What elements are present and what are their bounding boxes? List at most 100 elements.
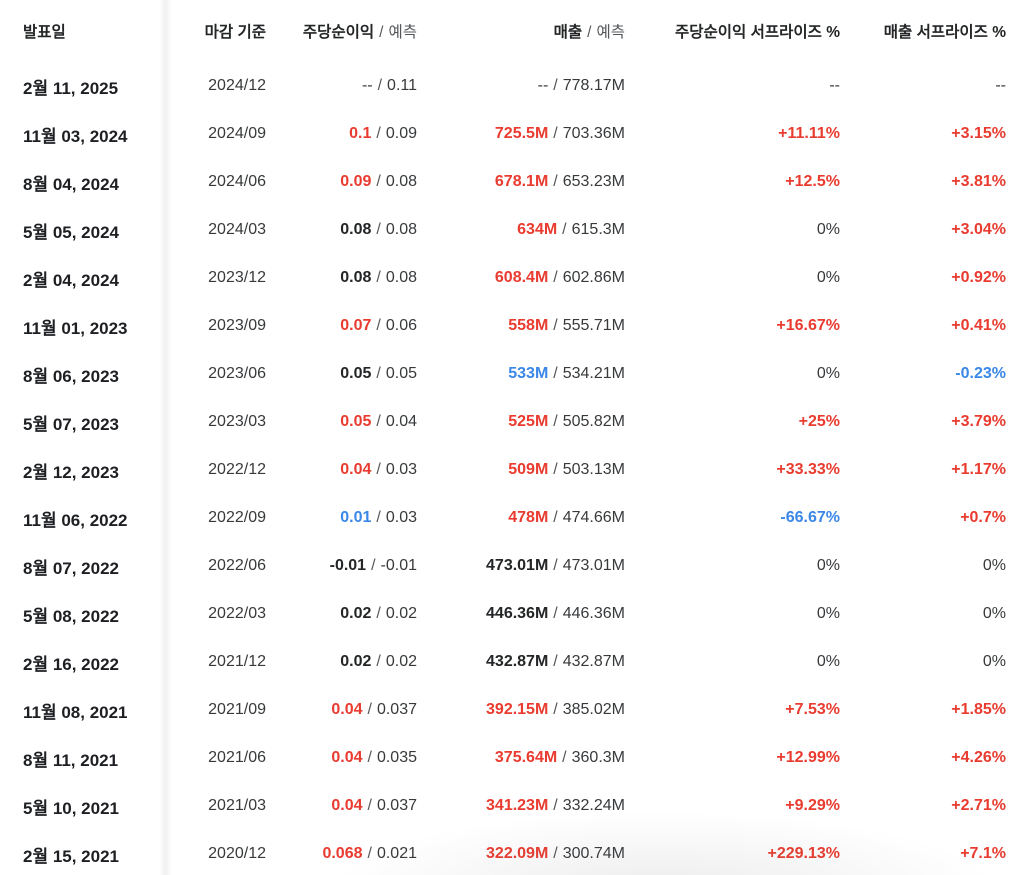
eps-surprise-cell: +7.53% — [625, 701, 840, 719]
table-row[interactable]: 5월 08, 2022 2022/03 0.02/0.02 446.36M/44… — [0, 590, 1024, 638]
table-row[interactable]: 8월 11, 2021 2021/06 0.04/0.035 375.64M/3… — [0, 734, 1024, 782]
announce-date: 8월 11, 2021 — [23, 750, 119, 770]
eps-surprise-cell: +16.67% — [625, 317, 840, 335]
revenue-forecast: 446.36M — [562, 605, 625, 622]
separator: / — [553, 557, 558, 574]
revenue-surprise-value: +4.26% — [951, 749, 1006, 766]
table-row[interactable]: 8월 04, 2024 2024/06 0.09/0.08 678.1M/653… — [0, 158, 1024, 206]
revenue-surprise-value: 0% — [982, 605, 1006, 622]
revenue-surprise-cell: 0% — [840, 653, 1024, 671]
eps-surprise-value: +229.13% — [767, 845, 840, 862]
revenue-vs-forecast-cell: 525M/505.82M — [417, 413, 625, 431]
revenue-actual: 478M — [508, 509, 549, 526]
period-end: 2023/12 — [208, 269, 266, 286]
table-row[interactable]: 5월 07, 2023 2023/03 0.05/0.04 525M/505.8… — [0, 398, 1024, 446]
revenue-surprise-value: +1.17% — [951, 461, 1006, 478]
revenue-surprise-value: +0.41% — [951, 317, 1006, 334]
table-row[interactable]: 2월 12, 2023 2022/12 0.04/0.03 509M/503.1… — [0, 446, 1024, 494]
table-row[interactable]: 5월 10, 2021 2021/03 0.04/0.037 341.23M/3… — [0, 782, 1024, 830]
eps-surprise-cell: +9.29% — [625, 797, 840, 815]
eps-surprise-cell: 0% — [625, 605, 840, 623]
revenue-forecast: 505.82M — [562, 413, 625, 430]
separator: / — [376, 461, 381, 478]
col-header-eps-vs-forecast: 주당순이익 / 예측 — [266, 20, 417, 42]
eps-surprise-cell: +11.11% — [625, 125, 840, 143]
revenue-vs-forecast-cell: 432.87M/432.87M — [417, 653, 625, 671]
separator: / — [376, 317, 381, 334]
separator: / — [553, 653, 558, 670]
revenue-surprise-value: +3.04% — [951, 221, 1006, 238]
announce-date: 5월 05, 2024 — [23, 222, 119, 242]
separator: / — [553, 701, 558, 718]
revenue-forecast: 615.3M — [571, 221, 625, 238]
period-end: 2024/03 — [208, 221, 266, 238]
announce-date: 11월 08, 2021 — [23, 702, 128, 722]
revenue-forecast: 300.74M — [562, 845, 625, 862]
eps-actual: 0.04 — [331, 701, 363, 718]
revenue-forecast: 653.23M — [562, 173, 625, 190]
separator: / — [376, 221, 381, 238]
table-row[interactable]: 2월 04, 2024 2023/12 0.08/0.08 608.4M/602… — [0, 254, 1024, 302]
table-row[interactable]: 2월 15, 2021 2020/12 0.068/0.021 322.09M /… — [0, 830, 1024, 875]
revenue-forecast: 385.02M — [562, 701, 625, 718]
period-end: 2021/09 — [208, 701, 266, 718]
revenue-vs-forecast-cell: 533M/534.21M — [417, 365, 625, 383]
table-row[interactable]: 11월 06, 2022 2022/09 0.01/0.03 478M/474.… — [0, 494, 1024, 542]
revenue-forecast: 703.36M — [562, 125, 625, 142]
period-end: 2020/12 — [208, 845, 266, 862]
revenue-actual: 446.36M — [486, 605, 549, 622]
table-row[interactable]: 5월 05, 2024 2024/03 0.08/0.08 634M/615.3… — [0, 206, 1024, 254]
eps-surprise-cell: +229.13% — [625, 845, 840, 863]
separator: / — [553, 125, 558, 142]
table-row[interactable]: 11월 08, 2021 2021/09 0.04/0.037 392.15M /… — [0, 686, 1024, 734]
announce-date: 8월 04, 2024 — [23, 174, 119, 194]
revenue-actual: 375.64M — [494, 749, 558, 766]
announce-date: 11월 01, 2023 — [23, 318, 128, 338]
separator: / — [562, 221, 567, 238]
revenue-surprise-cell: -0.23% — [840, 365, 1024, 383]
eps-header-label: 주당순이익 — [302, 24, 375, 41]
revenue-actual: 322.09M — [486, 845, 549, 862]
table-row[interactable]: 11월 01, 2023 2023/09 0.07/0.06 558M/555.… — [0, 302, 1024, 350]
revenue-vs-forecast-cell: 634M/615.3M — [417, 221, 625, 239]
eps-forecast: 0.03 — [385, 509, 417, 526]
revenue-surprise-value: +3.15% — [951, 125, 1006, 142]
eps-actual: 0.02 — [340, 605, 372, 622]
period-end: 2022/03 — [208, 605, 266, 622]
announce-date: 11월 06, 2022 — [23, 510, 128, 530]
table-row[interactable]: 2월 16, 2022 2021/12 0.02/0.02 432.87M/43… — [0, 638, 1024, 686]
revenue-vs-forecast-cell: --/778.17M — [417, 77, 625, 95]
eps-surprise-value: 0% — [816, 365, 840, 382]
revenue-surprise-cell: +0.41% — [840, 317, 1024, 335]
period-end: 2024/12 — [208, 77, 266, 94]
eps-vs-forecast-cell: 0.08/0.08 — [266, 269, 417, 287]
separator: / — [553, 797, 558, 814]
revenue-surprise-value: +0.7% — [960, 509, 1006, 526]
revenue-header-label: 매출 — [553, 24, 583, 41]
table-row[interactable]: 2월 11, 2025 2024/12 --/0.11 --/778.17M -… — [0, 62, 1024, 110]
eps-actual: 0.08 — [340, 269, 372, 286]
eps-forecast: 0.08 — [385, 221, 417, 238]
separator: / — [553, 269, 558, 286]
revenue-actual: 558M — [508, 317, 549, 334]
revenue-vs-forecast-cell: 392.15M/385.02M — [417, 701, 625, 719]
revenue-surprise-value: 0% — [982, 557, 1006, 574]
eps-surprise-value: +25% — [798, 413, 840, 430]
separator: / — [562, 749, 567, 766]
eps-surprise-value: +9.29% — [785, 797, 840, 814]
table-row[interactable]: 8월 07, 2022 2022/06 -0.01/-0.01 473.01M /… — [0, 542, 1024, 590]
revenue-surprise-value: -- — [995, 77, 1006, 94]
table-row[interactable]: 8월 06, 2023 2023/06 0.05/0.05 533M/534.2… — [0, 350, 1024, 398]
eps-forecast: 0.021 — [376, 845, 417, 862]
table-header-row: 발표일 마감 기준 주당순이익 / 예측 매출 / 예측 주당순이익 서프라이즈 % 매… — [0, 0, 1024, 62]
eps-actual: 0.04 — [331, 797, 363, 814]
eps-surprise-cell: +25% — [625, 413, 840, 431]
eps-surprise-cell: +12.5% — [625, 173, 840, 191]
revenue-forecast: 602.86M — [562, 269, 625, 286]
revenue-vs-forecast-cell: 608.4M/602.86M — [417, 269, 625, 287]
eps-surprise-cell: +12.99% — [625, 749, 840, 767]
revenue-surprise-cell: +2.71% — [840, 797, 1024, 815]
table-row[interactable]: 11월 03, 2024 2024/09 0.1/0.09 725.5M/703… — [0, 110, 1024, 158]
period-end: 2021/03 — [208, 797, 266, 814]
eps-actual: 0.02 — [340, 653, 372, 670]
